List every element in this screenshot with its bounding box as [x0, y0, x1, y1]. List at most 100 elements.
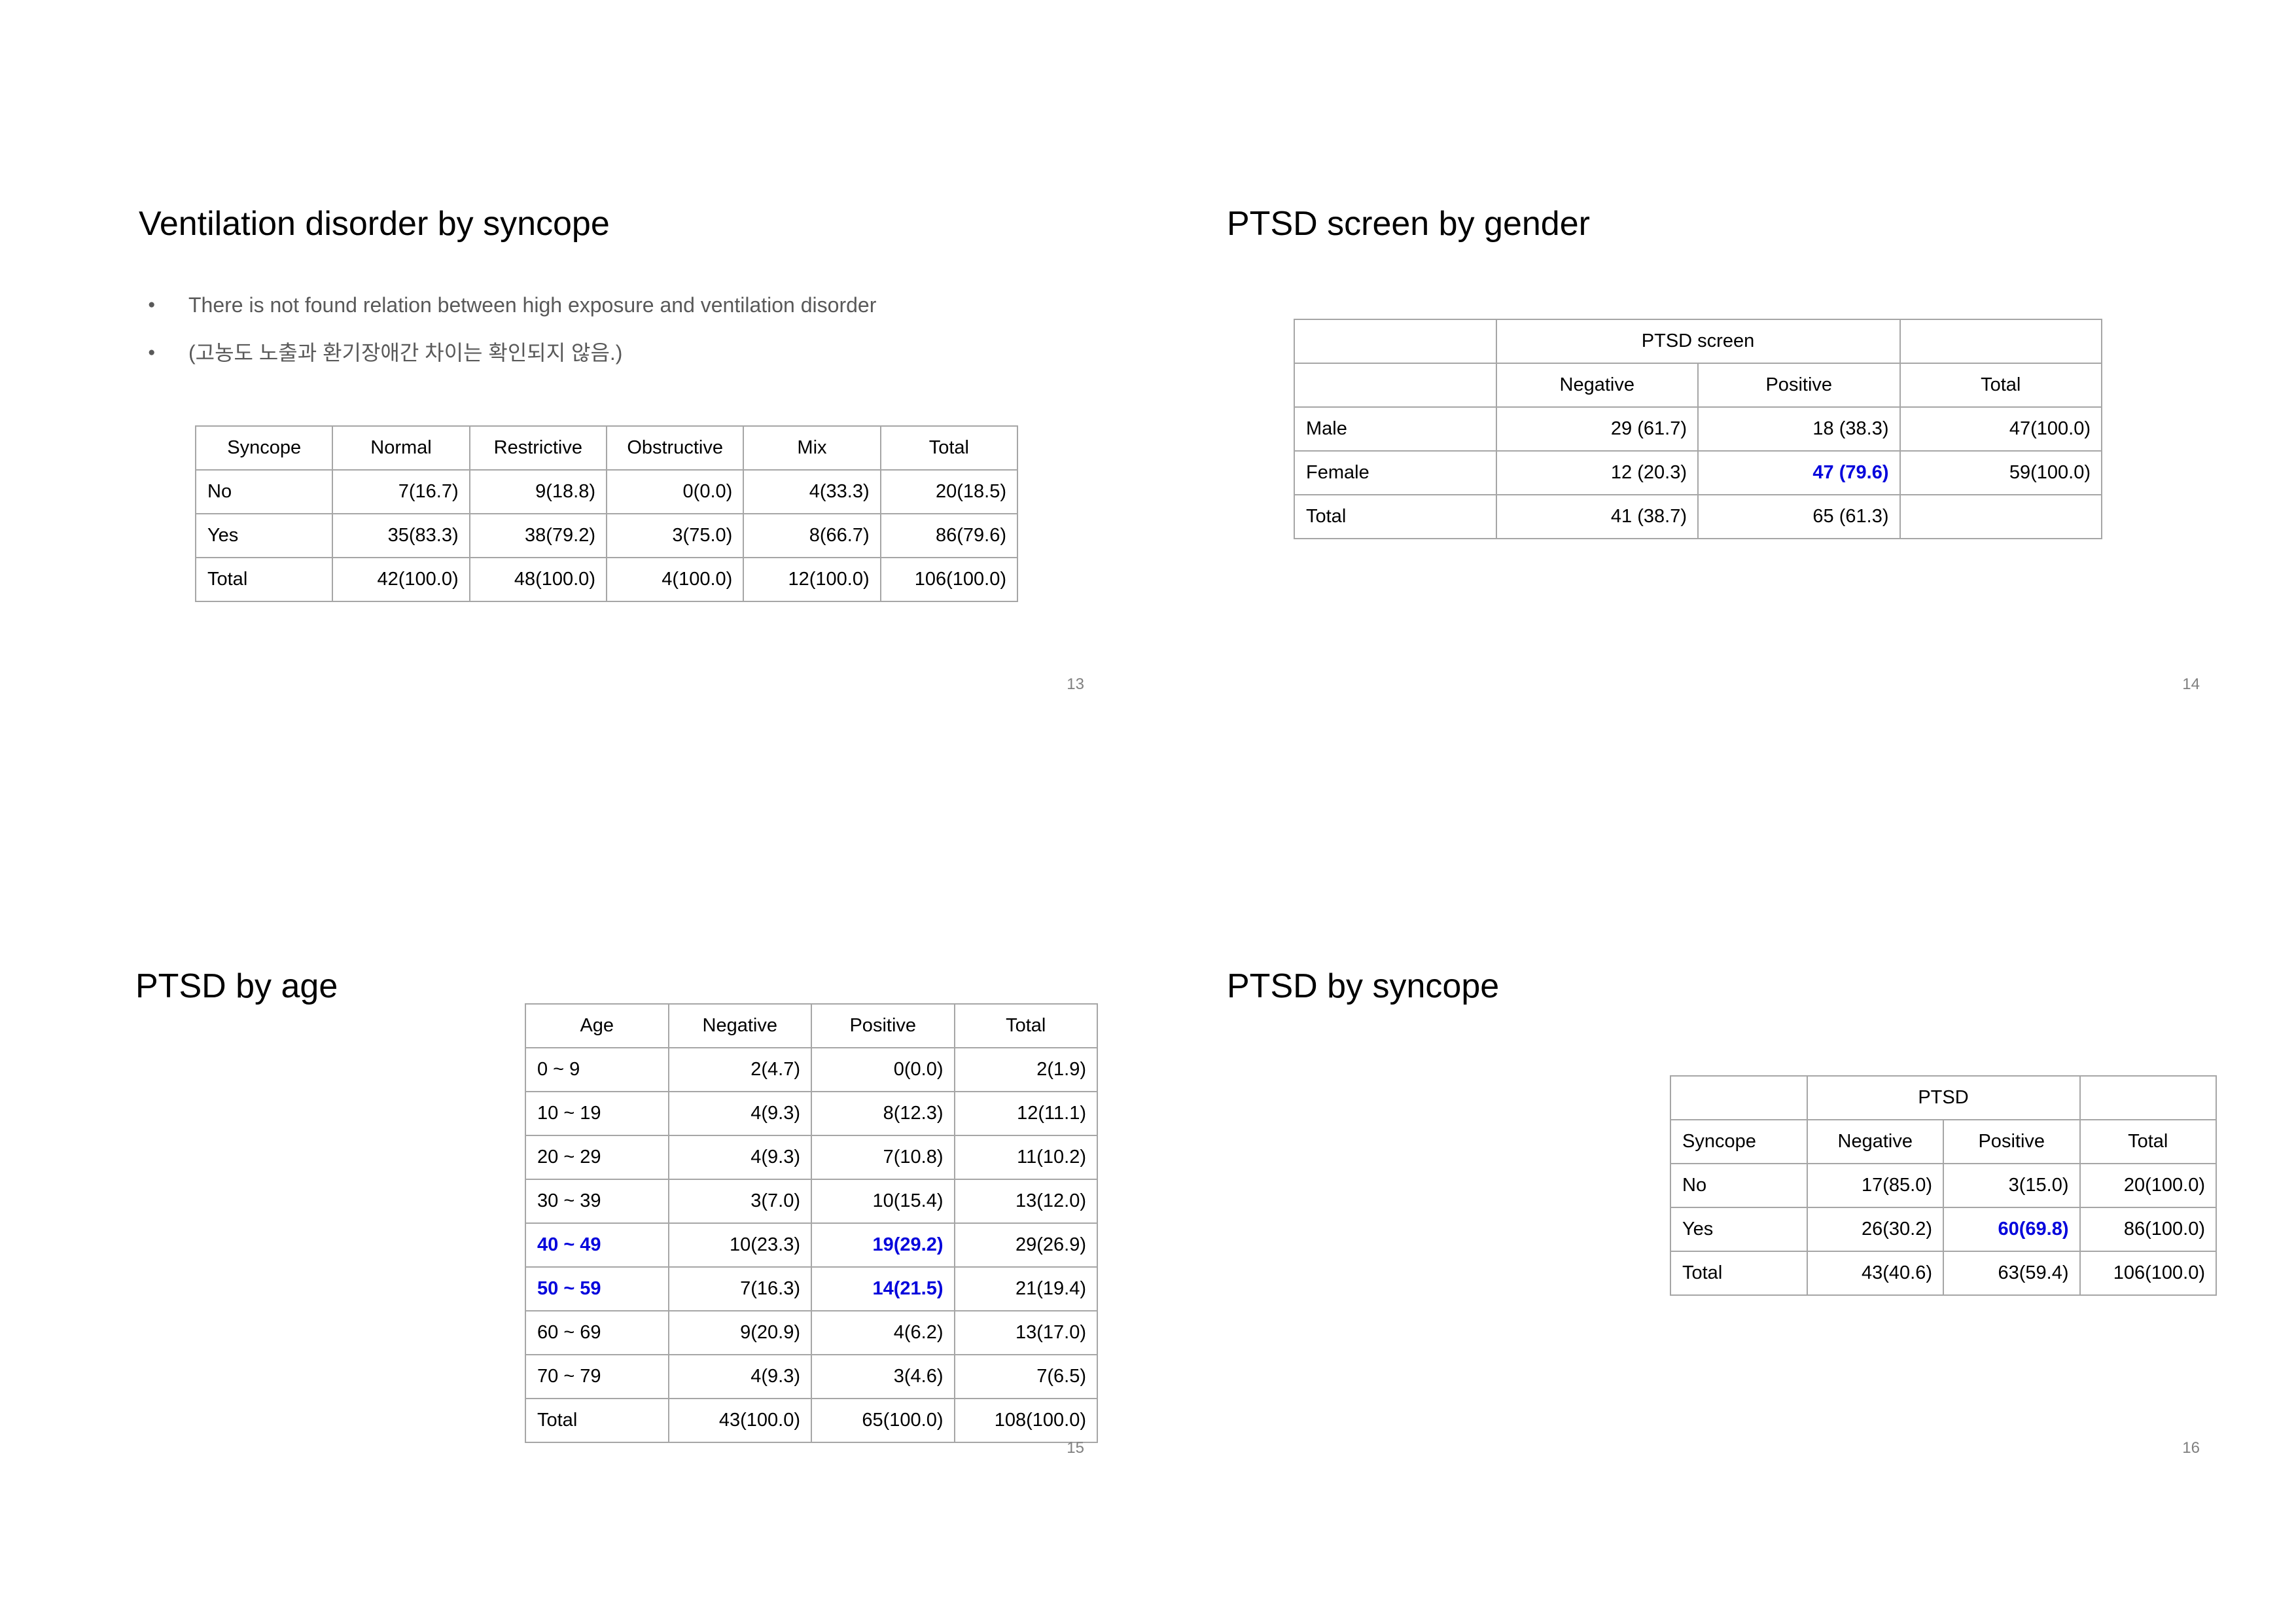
table-cell: 14(21.5): [811, 1266, 955, 1311]
table-cell: 106(100.0): [2079, 1251, 2217, 1296]
row-label: 70 ~ 79: [525, 1354, 669, 1399]
table-cell: 47 (79.6): [1697, 450, 1901, 495]
table-cell: 12(100.0): [743, 557, 881, 602]
table-cell: 26(30.2): [1806, 1207, 1944, 1252]
table-cell: 41 (38.7): [1495, 494, 1699, 539]
column-header: Age: [525, 1003, 669, 1048]
table-cell: 43(100.0): [667, 1398, 812, 1443]
column-header: Syncope: [194, 425, 334, 471]
bullet-text: There is not found relation between high…: [188, 293, 877, 317]
table-row: 0 ~ 9 2(4.7) 0(0.0) 2(1.9): [525, 1047, 1098, 1092]
table-cell: [1899, 494, 2102, 539]
table-cell: 19(29.2): [811, 1222, 955, 1268]
table-cell: 48(100.0): [468, 557, 607, 602]
column-header: Positive: [1697, 363, 1901, 408]
page-number: 14: [2182, 675, 2200, 693]
table-span-header-row: PTSD screen: [1294, 319, 2102, 364]
row-label: 60 ~ 69: [525, 1310, 669, 1355]
table-row: Total 41 (38.7) 65 (61.3): [1294, 494, 2102, 539]
table-row: 10 ~ 19 4(9.3) 8(12.3) 12(11.1): [525, 1091, 1098, 1136]
table-cell: 86(79.6): [879, 513, 1019, 558]
table-cell: 38(79.2): [468, 513, 607, 558]
row-label: Yes: [194, 513, 334, 558]
table-cell: 4(9.3): [667, 1354, 812, 1399]
table-row: Female 12 (20.3) 47 (79.6) 59(100.0): [1294, 450, 2102, 495]
table-cell: 21(19.4): [953, 1266, 1098, 1311]
table-row: 20 ~ 29 4(9.3) 7(10.8) 11(10.2): [525, 1135, 1098, 1180]
row-label: 10 ~ 19: [525, 1091, 669, 1136]
table-cell: 7(10.8): [811, 1135, 955, 1180]
table-span-header-row: PTSD: [1670, 1075, 2217, 1120]
column-header: Negative: [1806, 1119, 1944, 1164]
table-cell: 60(69.8): [1943, 1207, 2081, 1252]
slide2-title: PTSD screen by gender: [1227, 205, 1590, 243]
row-label: Total: [1294, 494, 1497, 539]
table-row: Total 43(40.6) 63(59.4) 106(100.0): [1670, 1251, 2217, 1296]
table-cell: 18 (38.3): [1697, 406, 1901, 452]
table-row: Yes 35(83.3) 38(79.2) 3(75.0) 8(66.7) 86(79.6…: [194, 513, 1019, 558]
table-cell: 7(16.7): [332, 469, 470, 514]
page-number: 13: [1067, 675, 1084, 693]
table-cell: 3(4.6): [811, 1354, 955, 1399]
bullet-item: ● There is not found relation between hi…: [145, 292, 1127, 318]
column-header: Negative: [667, 1003, 812, 1048]
row-label-header: [1294, 363, 1497, 408]
table-header-row: Syncope Negative Positive Total: [1670, 1119, 2217, 1164]
table-cell: 0(0.0): [811, 1047, 955, 1092]
table-row: No 7(16.7) 9(18.8) 0(0.0) 4(33.3) 20(18.5): [194, 469, 1019, 514]
table-cell: 63(59.4): [1943, 1251, 2081, 1296]
row-label: Total: [194, 557, 334, 602]
table-cell: 106(100.0): [879, 557, 1019, 602]
bullet-icon: ●: [148, 298, 156, 312]
table-row: Male 29 (61.7) 18 (38.3) 47(100.0): [1294, 406, 2102, 452]
table-cell: 7(16.3): [667, 1266, 812, 1311]
table-cell: 3(75.0): [605, 513, 745, 558]
table-cell: 4(6.2): [811, 1310, 955, 1355]
corner-cell: [1294, 319, 1497, 364]
table-cell: 65 (61.3): [1697, 494, 1901, 539]
table-cell: 2(4.7): [667, 1047, 812, 1092]
column-header: Normal: [332, 425, 470, 471]
column-header: Total: [879, 425, 1019, 471]
table-row: 60 ~ 69 9(20.9) 4(6.2) 13(17.0): [525, 1310, 1098, 1355]
table-row: 50 ~ 59 7(16.3) 14(21.5) 21(19.4): [525, 1266, 1098, 1311]
ventilation-by-syncope-table: Syncope Normal Restrictive Obstructive Mix To…: [194, 425, 1019, 602]
slide3-title: PTSD by age: [135, 967, 338, 1005]
table-cell: 86(100.0): [2079, 1207, 2217, 1252]
row-label: Yes: [1670, 1207, 1808, 1252]
column-header: Total: [1899, 363, 2102, 408]
table-cell: 9(18.8): [468, 469, 607, 514]
row-label: 40 ~ 49: [525, 1222, 669, 1268]
table-row: Total 42(100.0) 48(100.0) 4(100.0) 12(100.0)…: [194, 557, 1019, 602]
table-cell: 29(26.9): [953, 1222, 1098, 1268]
table-cell: 3(15.0): [1943, 1163, 2081, 1208]
table-cell: 0(0.0): [605, 469, 745, 514]
table-cell: 3(7.0): [667, 1179, 812, 1224]
table-cell: 20(18.5): [879, 469, 1019, 514]
bullet-icon: ●: [148, 346, 156, 359]
column-header: Total: [953, 1003, 1098, 1048]
row-label: 0 ~ 9: [525, 1047, 669, 1092]
span-header-cell: PTSD screen: [1495, 319, 1901, 364]
slide1-bullet-list: ● There is not found relation between hi…: [145, 292, 1127, 387]
bullet-text: (고농도 노출과 환기장애간 차이는 확인되지 않음.): [188, 341, 623, 365]
row-label: Male: [1294, 406, 1497, 452]
table-cell: 8(66.7): [743, 513, 881, 558]
table-cell: 4(9.3): [667, 1091, 812, 1136]
column-header: Positive: [1943, 1119, 2081, 1164]
table-cell: 13(17.0): [953, 1310, 1098, 1355]
row-label: 30 ~ 39: [525, 1179, 669, 1224]
table-row: No 17(85.0) 3(15.0) 20(100.0): [1670, 1163, 2217, 1208]
table-cell: 10(23.3): [667, 1222, 812, 1268]
table-cell: 20(100.0): [2079, 1163, 2217, 1208]
table-cell: 11(10.2): [953, 1135, 1098, 1180]
row-label: Total: [525, 1398, 669, 1443]
row-label: No: [1670, 1163, 1808, 1208]
table-cell: 12 (20.3): [1495, 450, 1699, 495]
table-row: Total 43(100.0) 65(100.0) 108(100.0): [525, 1398, 1098, 1443]
page-number: 16: [2182, 1439, 2200, 1457]
row-label: 20 ~ 29: [525, 1135, 669, 1180]
table-cell: 12(11.1): [953, 1091, 1098, 1136]
column-header: Obstructive: [605, 425, 745, 471]
table-cell: 47(100.0): [1899, 406, 2102, 452]
